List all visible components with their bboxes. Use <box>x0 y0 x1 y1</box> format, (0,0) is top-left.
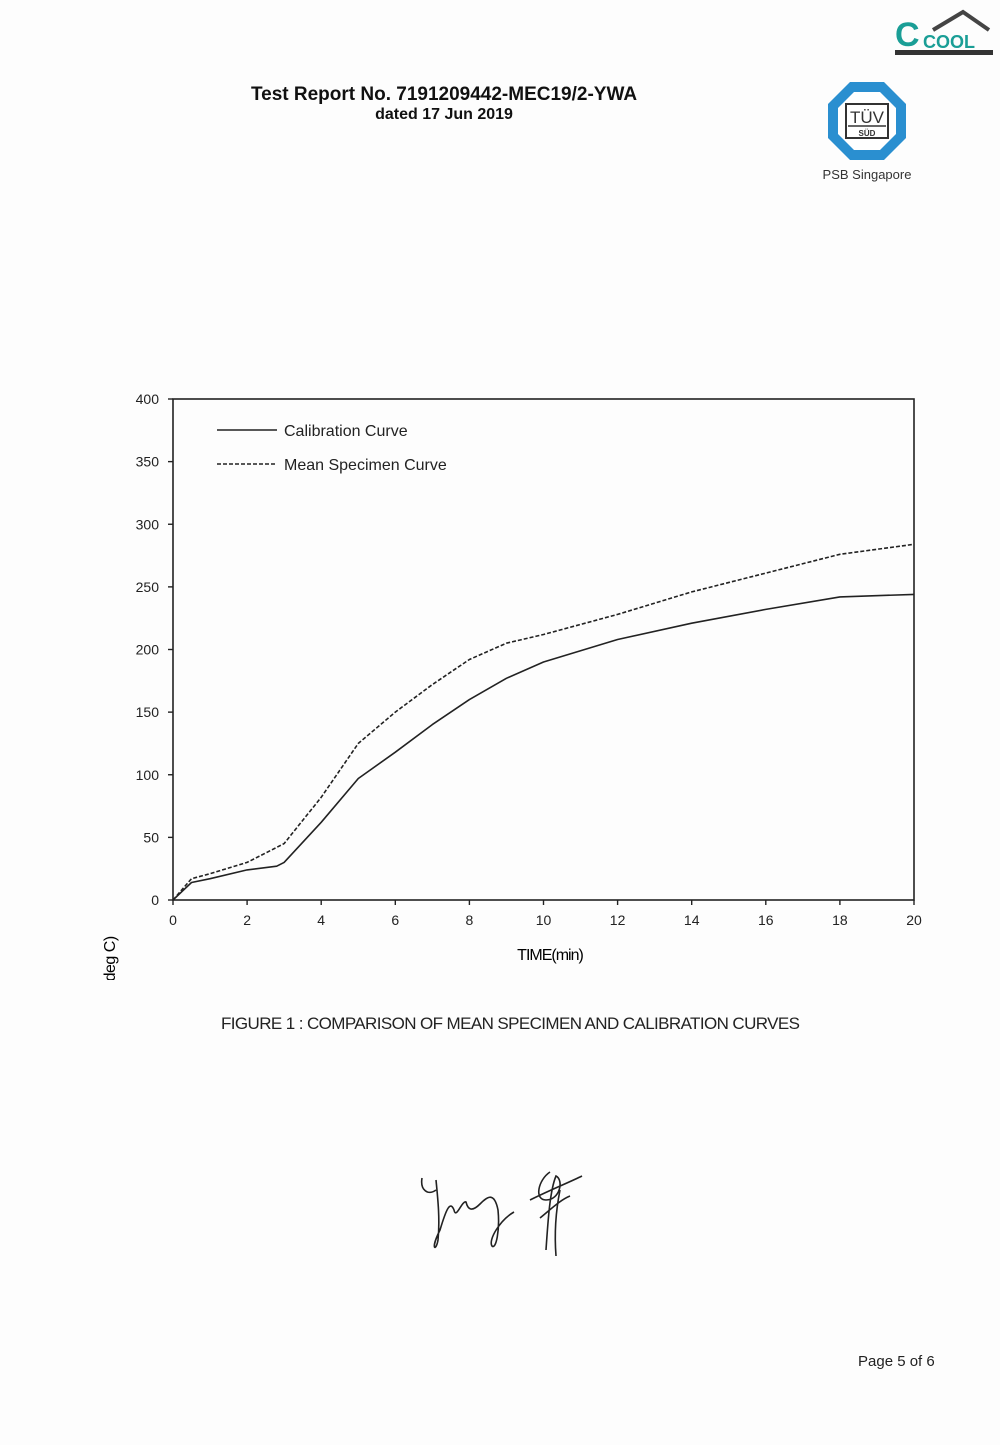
y-tick-label: 200 <box>136 642 160 658</box>
x-tick-label: 20 <box>906 912 922 928</box>
x-tick-label: 18 <box>832 912 848 928</box>
y-tick-label: 300 <box>136 516 160 532</box>
temperature-rise-chart: 0 2 4 6 8 10 12 14 16 18 2005010015020025030035040… <box>102 391 922 980</box>
x-tick-label: 6 <box>391 912 399 928</box>
figure-caption: FIGURE 1 : COMPARISON OF MEAN SPECIMEN A… <box>221 1014 800 1033</box>
y-tick-label: 150 <box>136 704 160 720</box>
report-title: Test Report No. 7191209442-MEC19/2-YWA <box>250 84 638 105</box>
ccool-logo: C COOL <box>895 9 993 55</box>
legend-label: Mean Specimen Curve <box>284 457 447 474</box>
x-tick-label: 4 <box>317 912 325 928</box>
x-tick-label: 2 <box>243 912 251 928</box>
tuv-sud-logo: TÜV SÜD <box>828 82 906 160</box>
svg-text:TÜV: TÜV <box>850 108 885 127</box>
x-tick-label: 0 <box>169 912 177 928</box>
y-tick-label: 250 <box>136 579 160 595</box>
y-tick-label: 400 <box>136 391 160 407</box>
x-tick-label: 16 <box>758 912 774 928</box>
legend-label: Calibration Curve <box>284 423 408 440</box>
x-axis-label: TIME(min) <box>517 947 583 964</box>
mean-specimen-curve <box>172 543 915 901</box>
svg-text:SÜD: SÜD <box>859 129 876 138</box>
report-date: dated 17 Jun 2019 <box>375 106 513 123</box>
page-number: Page 5 of 6 <box>858 1353 935 1370</box>
svg-text:C: C <box>895 16 920 54</box>
x-tick-label: 8 <box>466 912 474 928</box>
x-tick-label: 14 <box>684 912 700 928</box>
y-tick-label: 0 <box>151 892 159 908</box>
plot-frame <box>172 398 915 901</box>
signature <box>420 1171 583 1257</box>
calibration-curve <box>172 593 915 901</box>
y-tick-label: 100 <box>136 767 160 783</box>
y-tick-label: 50 <box>143 829 159 845</box>
x-tick-label: 12 <box>610 912 626 928</box>
y-tick-label: 350 <box>136 454 160 470</box>
x-tick-label: 10 <box>536 912 552 928</box>
y-axis-label: TEMPERATURE RISE (deg C) <box>102 936 119 980</box>
svg-text:COOL: COOL <box>923 32 975 52</box>
psb-singapore-label: PSB Singapore <box>822 167 912 182</box>
